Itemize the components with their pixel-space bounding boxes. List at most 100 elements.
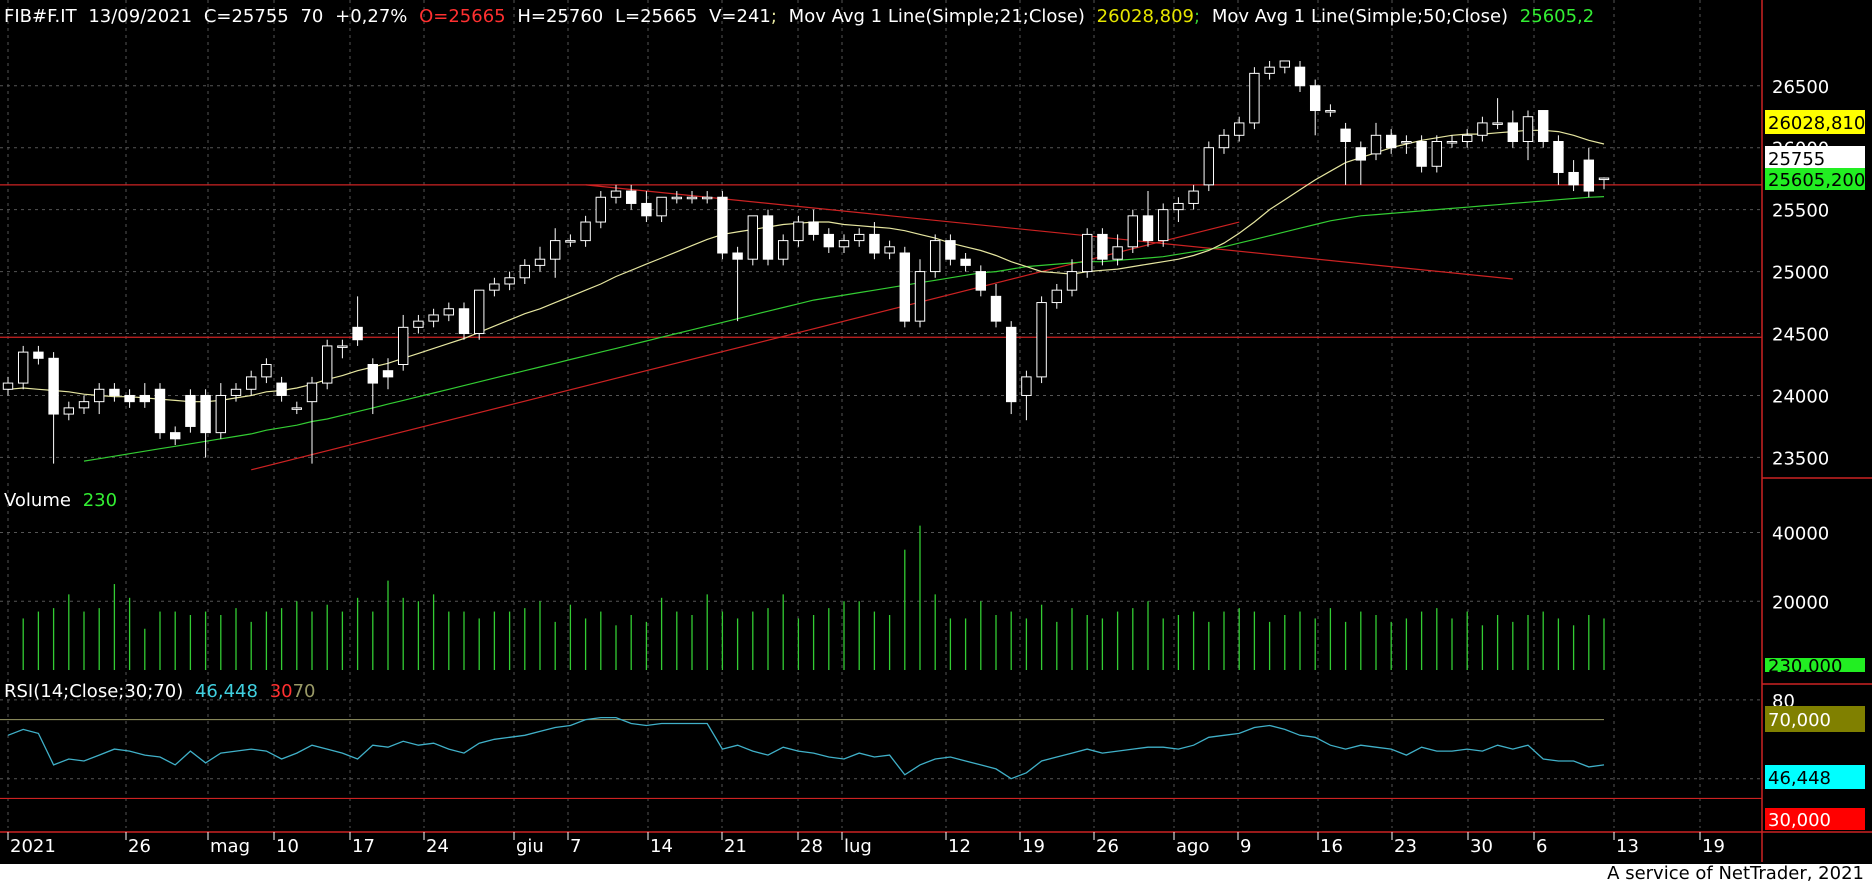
rsi-value: 46,448: [195, 681, 258, 702]
candle: [306, 376, 318, 464]
candle-body-up: [397, 326, 409, 366]
candle-body-up: [230, 388, 242, 396]
price-tick-label: 24000: [1772, 386, 1829, 407]
time-axis: 2021 26 mag 10 17 24 giu 7 14 21 28 lug 12 19 26 ago 9 16…: [7, 832, 1725, 857]
candle: [230, 383, 242, 402]
close-value: C=25755: [204, 6, 289, 27]
price-tick-label: 26500: [1772, 77, 1829, 98]
candle-body-up: [519, 264, 531, 279]
x-tick-label: 17: [352, 836, 375, 857]
candle: [458, 302, 470, 340]
candle-body-up: [1173, 202, 1184, 211]
candle-body-up: [793, 221, 804, 242]
candle: [762, 209, 774, 266]
candle-body-up: [413, 320, 424, 328]
candle-body-up: [1233, 122, 1245, 136]
candle: [413, 314, 424, 334]
candle: [884, 240, 895, 260]
price-tick-label: 25500: [1772, 201, 1829, 222]
candle-body-up: [747, 215, 759, 260]
candle-body-down: [1142, 215, 1154, 242]
candle: [17, 345, 29, 390]
candle: [1553, 135, 1564, 185]
candle-body-up: [1401, 141, 1412, 144]
rsi-header: RSI(14;Close;30;70) 46,448 3070: [4, 681, 316, 702]
rsi-high: 70: [293, 681, 316, 702]
candle: [580, 215, 591, 247]
candle-body-down: [382, 370, 394, 378]
ma50-label: Mov Avg 1 Line(Simple;50;Close): [1212, 6, 1508, 27]
candle: [1537, 110, 1549, 148]
candle: [1066, 259, 1078, 297]
rsi-high-box: 70,000: [1765, 706, 1865, 732]
candle-body-down: [1355, 147, 1367, 161]
candle: [1461, 129, 1473, 148]
candle-body-up: [580, 221, 591, 242]
candle: [899, 246, 911, 328]
rsi-low: 30: [270, 681, 293, 702]
candle: [1157, 203, 1169, 247]
candle-body-up: [1066, 271, 1078, 291]
open-value: O=25665: [419, 6, 506, 27]
candle-body-down: [1507, 122, 1519, 142]
volume-current: 230: [83, 490, 117, 511]
candle: [701, 191, 713, 204]
candle-body-up: [261, 364, 272, 378]
candle-body-up: [1598, 177, 1610, 181]
ma50-price-box: 25605,200: [1765, 168, 1865, 191]
candle-body-up: [1446, 141, 1458, 144]
candle: [625, 184, 637, 210]
x-tick-label: mag: [210, 836, 250, 857]
volume-box-text: 230,000: [1768, 656, 1842, 677]
candle-body-up: [17, 351, 29, 384]
rsi-high-box-text: 70,000: [1768, 710, 1831, 731]
x-tick-label: 26: [128, 836, 151, 857]
price-axis: 2650026000255002500024500240002350040000…: [0, 0, 1872, 862]
candle: [869, 222, 880, 260]
candle-body-up: [1279, 60, 1291, 68]
separator: ;: [771, 6, 777, 27]
date: 13/09/2021: [88, 6, 192, 27]
candle-body-down: [625, 190, 637, 204]
x-tick-label: 23: [1394, 836, 1417, 857]
candle: [929, 234, 941, 278]
candle-body-up: [1112, 246, 1123, 260]
x-tick-label: 21: [724, 836, 747, 857]
candle-body-down: [808, 221, 819, 235]
candle: [2, 376, 14, 396]
candle-body-up: [215, 394, 227, 434]
candle: [1401, 135, 1412, 154]
x-tick-label: 19: [1022, 836, 1045, 857]
x-tick-label: 26: [1096, 836, 1119, 857]
trend-lines: [251, 184, 1513, 471]
candle: [808, 209, 819, 241]
candle: [1309, 79, 1321, 136]
candle: [78, 395, 90, 415]
footer-credit: A service of NetTrader, 2021: [1607, 863, 1864, 884]
candle-body-up: [656, 196, 667, 217]
candle: [291, 401, 303, 415]
price-tick-label: 25000: [1772, 263, 1829, 284]
trend-line: [251, 221, 1240, 471]
candle-body-down: [641, 202, 652, 217]
candle: [337, 339, 348, 359]
footer-strip: [0, 864, 1872, 888]
candle: [1249, 67, 1260, 130]
candle-body-up: [1218, 134, 1230, 149]
candle: [686, 191, 698, 204]
candle: [549, 228, 561, 278]
rsi-line: [0, 716, 1762, 800]
ma21-line: [7, 129, 1605, 403]
rsi-series: [7, 716, 1605, 780]
candle: [1005, 321, 1017, 415]
candle: [154, 383, 166, 439]
candle-body-up: [549, 240, 561, 260]
candle-body-up: [473, 289, 485, 335]
price-tick-label: 23500: [1772, 448, 1829, 469]
candle-body-up: [306, 382, 318, 403]
candle: [823, 228, 835, 253]
candle: [261, 358, 272, 384]
candle-body-down: [1294, 66, 1306, 87]
candle: [1203, 141, 1215, 192]
